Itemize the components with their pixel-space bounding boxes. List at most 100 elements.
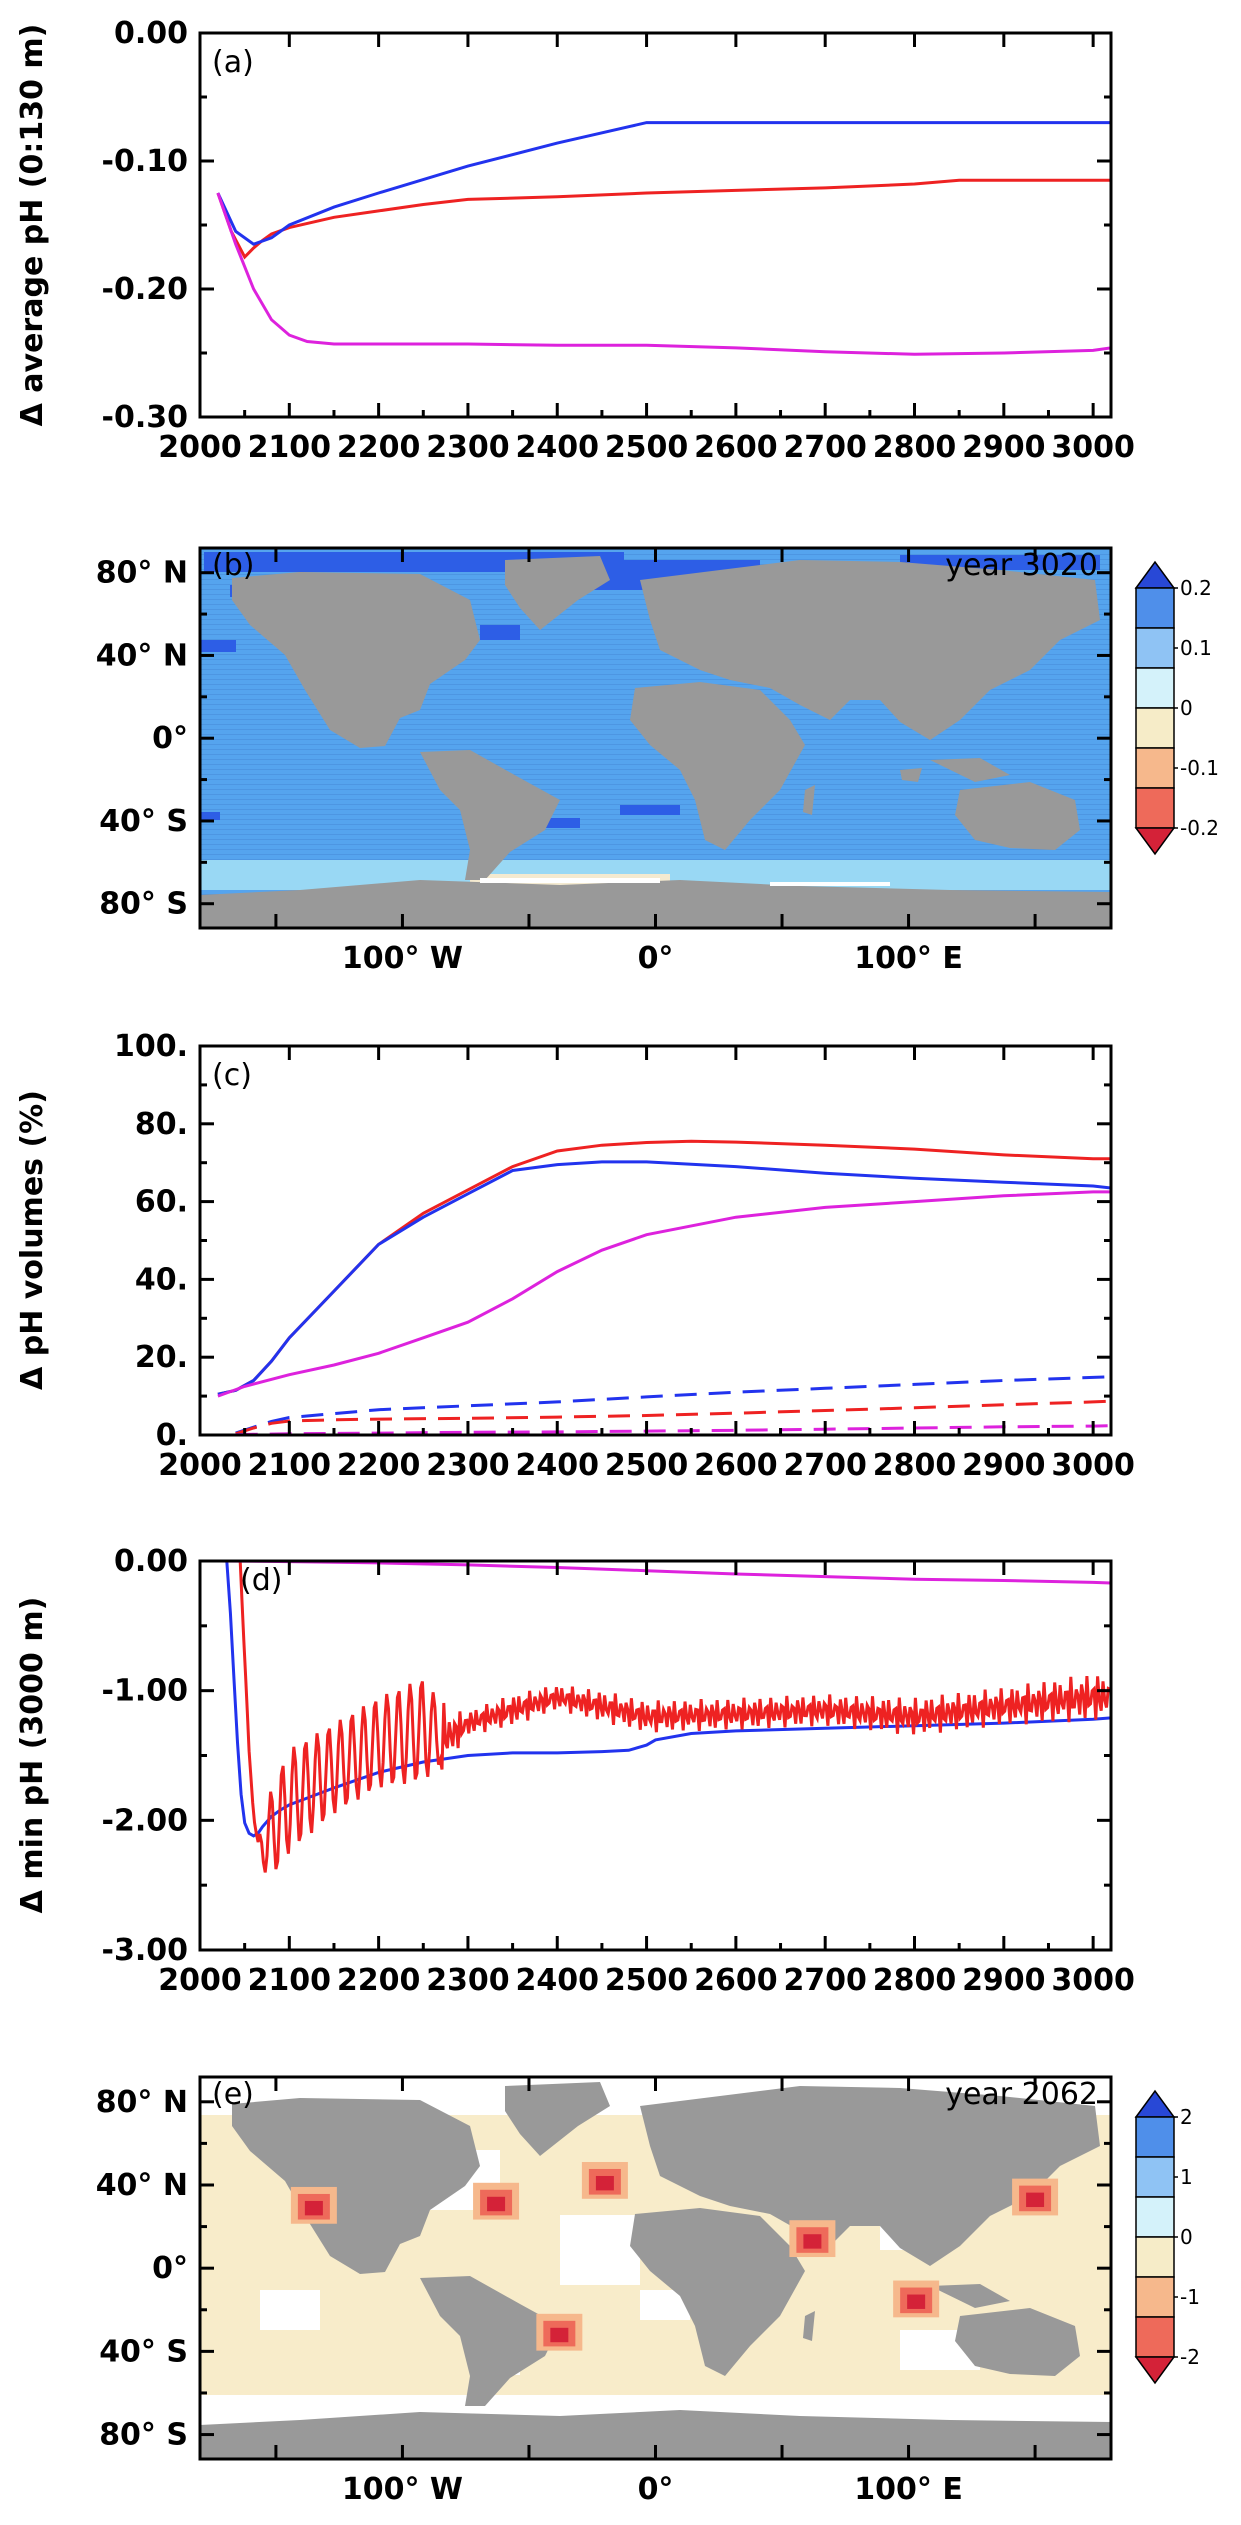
colorbar-label: 0 (1180, 2225, 1193, 2249)
lon-tick-label: 100° W (342, 2472, 463, 2507)
colorbar-label: 2 (1180, 2105, 1193, 2129)
colorbar-label: 1 (1180, 2165, 1193, 2189)
colorbar-top-arrow (1134, 2089, 1176, 2118)
panel-a-series (216, 121, 1111, 356)
x-tick-label: 2500 (605, 1963, 689, 1998)
hotspots-e (290, 2161, 1059, 2351)
colorbar-bottom-arrow (1134, 827, 1176, 856)
lat-tick-label: 40° N (96, 638, 188, 673)
panel-d: 2000 2100 2200 2300 2400 2500 2600 2700 2800 2900… (15, 1544, 1135, 1998)
series-line-red (238, 1561, 1111, 1873)
y-tick-label: 60. (135, 1185, 188, 1220)
x-tick-label: 3000 (1051, 1448, 1135, 1483)
panel-b-map (200, 548, 1111, 928)
x-tick-label: 2900 (962, 1963, 1046, 1998)
panel-c-axes: 2000 2100 2200 2300 2400 2500 2600 2700 2800 2900… (114, 1029, 1135, 1483)
panel-d-axes: 2000 2100 2200 2300 2400 2500 2600 2700 2800 2900… (102, 1544, 1135, 1998)
x-tick-label: 2500 (605, 430, 689, 465)
panel-a-ylabel: Δ average pH (0:130 m) (15, 24, 50, 427)
hotspot-cell (803, 2234, 822, 2249)
lat-tick-label: 80° S (99, 2418, 188, 2453)
x-tick-label: 3000 (1051, 1963, 1135, 1998)
x-tick-label: 2100 (248, 1448, 332, 1483)
y-tick-label: 0. (156, 1418, 188, 1453)
panel-b-year: year 3020 (945, 548, 1098, 583)
lon-tick-label: 0° (638, 941, 674, 976)
y-tick-label: -2.00 (102, 1803, 188, 1838)
panel-c-frame (198, 1044, 1113, 1437)
series-line-red-dashed (235, 1399, 1111, 1435)
lat-tick-label: 80° S (99, 887, 188, 922)
panel-d-series (217, 1561, 1111, 1873)
panel-c-label: (c) (212, 1058, 252, 1093)
panel-d-ylabel: Δ min pH (3000 m) (15, 1597, 50, 1914)
panel-a-axes: 2000 2100 2200 2300 2400 2500 2600 2700 2800 2900… (102, 16, 1135, 465)
y-tick-label: -1.00 (102, 1674, 188, 1709)
colorbar-segment (1135, 667, 1175, 709)
lon-tick-label: 0° (638, 2472, 674, 2507)
colorbar-label: 0.1 (1180, 636, 1212, 660)
colorbar-b: 0.2 0.1 0 -0.1 -0.2 (1134, 560, 1219, 856)
colorbar-label: 0.2 (1180, 576, 1212, 600)
colorbar-segment (1135, 2316, 1175, 2358)
y-tick-label: 20. (135, 1340, 188, 1375)
panel-a-frame (198, 31, 1113, 419)
colorbar-label: -1 (1180, 2285, 1200, 2309)
lon-tick-label: 100° E (854, 941, 963, 976)
colorbar-label: 0 (1180, 696, 1193, 720)
panel-c: 2000 2100 2200 2300 2400 2500 2600 2700 2800 2900… (15, 1029, 1135, 1483)
lon-tick-label: 100° W (342, 941, 463, 976)
hotspot-cell (1026, 2192, 1045, 2208)
y-tick-label: 0.00 (114, 1544, 188, 1579)
x-tick-label: 2400 (516, 430, 600, 465)
x-tick-label: 2100 (248, 1963, 332, 1998)
lat-tick-label: 80° N (96, 2085, 188, 2120)
x-tick-label: 2900 (962, 430, 1046, 465)
y-tick-label: 100. (114, 1029, 188, 1064)
y-tick-label: -3.00 (102, 1933, 188, 1968)
y-tick-label: 40. (135, 1262, 188, 1297)
x-tick-label: 3000 (1051, 430, 1135, 465)
series-line-magenta (217, 1561, 1111, 1585)
colorbar-label: -2 (1180, 2345, 1200, 2369)
x-tick-label: 2700 (783, 1448, 867, 1483)
series-line-magenta (216, 192, 1111, 356)
panel-d-label: (d) (240, 1563, 282, 1598)
colorbar-segment (1135, 627, 1175, 669)
colorbar-segment (1135, 787, 1175, 829)
x-tick-label: 2100 (248, 430, 332, 465)
x-tick-label: 2500 (605, 1448, 689, 1483)
series-line-magenta-dashed (235, 1424, 1111, 1435)
panel-b-label: (b) (212, 548, 254, 583)
x-tick-label: 2800 (873, 1963, 957, 1998)
x-tick-label: 2700 (783, 1963, 867, 1998)
hotspot-cell (304, 2200, 323, 2216)
land-b (200, 556, 1111, 928)
colorbar-label: -0.2 (1180, 816, 1219, 840)
colorbar-segment (1135, 2156, 1175, 2198)
panel-c-ylabel: Δ pH volumes (%) (15, 1090, 50, 1390)
x-tick-label: 2700 (783, 430, 867, 465)
panel-e-year: year 2062 (945, 2077, 1098, 2112)
y-tick-label: 80. (135, 1107, 188, 1142)
x-tick-label: 2300 (426, 430, 510, 465)
colorbar-segment (1135, 707, 1175, 749)
lon-tick-label: 100° E (854, 2472, 963, 2507)
hotspot-cell (595, 2175, 614, 2191)
x-tick-label: 2400 (516, 1963, 600, 1998)
lat-tick-label: 0° (152, 2251, 188, 2286)
series-line-red (216, 178, 1111, 260)
x-tick-label: 2200 (337, 1448, 421, 1483)
lat-tick-label: 0° (152, 721, 188, 756)
x-tick-label: 2300 (426, 1448, 510, 1483)
colorbar-bottom-arrow (1134, 2356, 1176, 2385)
y-tick-label: 0.00 (114, 16, 188, 51)
colorbar-segment (1135, 587, 1175, 629)
ice-edges-b (480, 878, 890, 886)
series-line-blue (216, 121, 1111, 246)
colorbar-segment (1135, 2196, 1175, 2238)
colorbar-top-arrow (1134, 560, 1176, 589)
series-line-blue-dashed (235, 1375, 1111, 1435)
panel-e-axes: 80° N 40° N 0° 40° S 80° S 100° W 0° 100° E (96, 2077, 1111, 2507)
